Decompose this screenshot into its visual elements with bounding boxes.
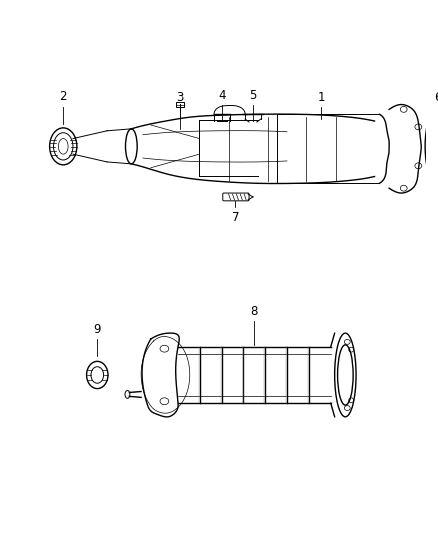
Text: 4: 4: [218, 88, 226, 102]
Text: 2: 2: [60, 90, 67, 102]
Bar: [176, 102, 184, 108]
Text: 8: 8: [250, 304, 258, 318]
Text: 1: 1: [317, 91, 325, 103]
Text: 9: 9: [94, 323, 101, 336]
Text: 6: 6: [434, 91, 438, 103]
Text: 7: 7: [232, 211, 239, 223]
Text: 3: 3: [176, 91, 184, 103]
Text: 5: 5: [249, 88, 257, 102]
